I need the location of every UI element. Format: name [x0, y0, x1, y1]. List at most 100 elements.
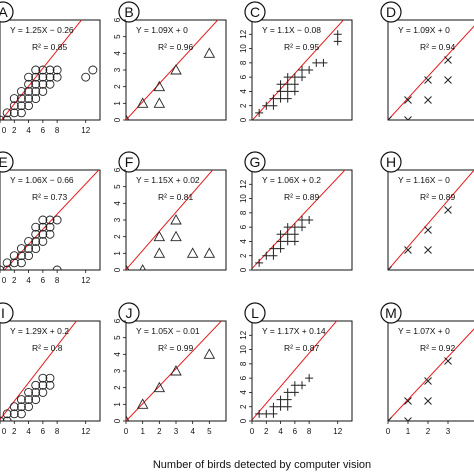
data-point — [45, 79, 55, 89]
y-tick-label: 10 — [239, 345, 248, 354]
data-point — [290, 73, 299, 82]
data-point — [9, 409, 19, 419]
data-point — [52, 215, 62, 225]
panel-e: Y = 1.06X − 0.66 R² = 0.73 E 0 2 4 6 8 12 — [0, 151, 101, 285]
x-tick-label: 4 — [26, 276, 31, 285]
y-tick-label: 4 — [239, 89, 248, 94]
y-tick-label: 0 — [239, 117, 248, 122]
panel-g: Y = 1.06X + 0.2 R² = 0.89 G 0 2 4 6 8 10 12 — [239, 151, 353, 272]
y-tick-label: 5 — [113, 335, 122, 340]
y-tick-label: 10 — [239, 44, 248, 53]
y-tick-label: 12 — [239, 29, 248, 38]
data-point — [153, 97, 166, 108]
panel-a: Y = 1.25X − 0.26 R² = 0.85 A 0 2 4 6 8 12 — [0, 1, 101, 135]
data-point — [126, 114, 130, 120]
panel-letter-badge — [380, 151, 402, 173]
regression-line — [252, 321, 338, 421]
data-points — [0, 215, 62, 270]
data-points — [252, 216, 314, 270]
data-point — [283, 223, 292, 232]
data-point — [24, 395, 34, 405]
data-point — [24, 387, 34, 397]
data-point — [24, 86, 34, 96]
panel-letter: G — [250, 154, 261, 170]
data-point — [404, 96, 412, 104]
data-point — [388, 116, 392, 120]
y-tick-label: 3 — [113, 368, 122, 373]
data-point — [305, 216, 314, 224]
data-point — [16, 395, 26, 405]
data-point — [52, 65, 62, 75]
data-point — [88, 65, 98, 75]
regression-line — [388, 328, 474, 421]
panel-letter-badge — [244, 151, 266, 173]
data-points — [0, 373, 55, 421]
r-squared-label: R² = 0.85 — [32, 42, 67, 52]
panel-f: Y = 1.15X + 0.02 R² = 0.81 F 0 1 2 3 4 5 6 — [113, 151, 227, 272]
r-squared-label: R² = 0.96 — [158, 42, 193, 52]
data-point — [269, 244, 278, 253]
r-squared-label: R² = 0.8 — [32, 343, 63, 353]
x-tick-label: 8 — [55, 126, 60, 135]
x-tick-label: 0 — [250, 427, 255, 436]
panel-h: Y = 1.16X − 0 R² = 0.89 H — [380, 151, 474, 271]
data-points — [126, 348, 216, 421]
data-point — [290, 230, 299, 239]
data-point — [283, 395, 292, 404]
data-point — [404, 116, 412, 120]
data-point — [404, 246, 412, 254]
data-points — [388, 206, 452, 270]
data-point — [31, 229, 41, 239]
data-point — [305, 66, 314, 74]
r-squared-label: R² = 0.95 — [284, 42, 319, 52]
data-point — [45, 229, 55, 239]
panel-c: Y = 1.1X − 0.08 R² = 0.95 C 0 2 4 6 8 10 12 — [239, 1, 353, 122]
data-point — [153, 230, 166, 242]
data-point — [170, 365, 182, 376]
data-point — [9, 108, 19, 118]
x-tick-label: 12 — [81, 126, 90, 135]
regression-line — [126, 170, 214, 270]
data-point — [45, 65, 55, 75]
equation-label: Y = 1.06X − 0.66 — [10, 175, 74, 185]
data-point — [388, 266, 392, 270]
data-point — [276, 87, 285, 96]
regression-line — [126, 321, 223, 421]
data-point — [255, 409, 264, 418]
y-tick-label: 1 — [113, 251, 122, 256]
data-point — [2, 409, 12, 419]
panel-letter: F — [125, 154, 134, 170]
data-point — [269, 402, 278, 411]
data-point — [290, 80, 299, 89]
plot-frame — [0, 19, 101, 121]
data-point — [444, 357, 452, 365]
data-point — [24, 101, 34, 111]
data-point — [276, 402, 285, 411]
data-point — [31, 79, 41, 89]
data-point — [45, 215, 55, 225]
data-point — [170, 230, 182, 242]
r-squared-label: R² = 0.89 — [284, 192, 319, 202]
data-point — [269, 251, 278, 260]
data-point — [203, 47, 216, 58]
equation-label: Y = 1.1X − 0.08 — [262, 25, 321, 35]
y-tick-label: 3 — [113, 67, 122, 72]
data-point — [38, 380, 48, 390]
data-point — [283, 402, 292, 411]
x-tick-label: 12 — [81, 276, 90, 285]
data-point — [16, 244, 26, 254]
data-point — [262, 251, 271, 260]
regression-line — [0, 321, 78, 420]
x-tick-label: 2 — [12, 427, 17, 436]
panel-letter-badge — [0, 1, 14, 23]
data-point — [424, 246, 432, 254]
data-point — [31, 236, 41, 246]
equation-label: Y = 1.25X − 0.26 — [10, 25, 74, 35]
figure-x-axis-label: Number of birds detected by computer vis… — [153, 459, 371, 471]
panel-m: Y = 1.07X + 0 R² = 0.92 M 0 1 2 3 — [380, 302, 474, 436]
data-point — [2, 416, 12, 421]
y-tick-label: 10 — [239, 194, 248, 203]
x-tick-label: 1 — [140, 427, 145, 436]
data-point — [388, 417, 392, 421]
